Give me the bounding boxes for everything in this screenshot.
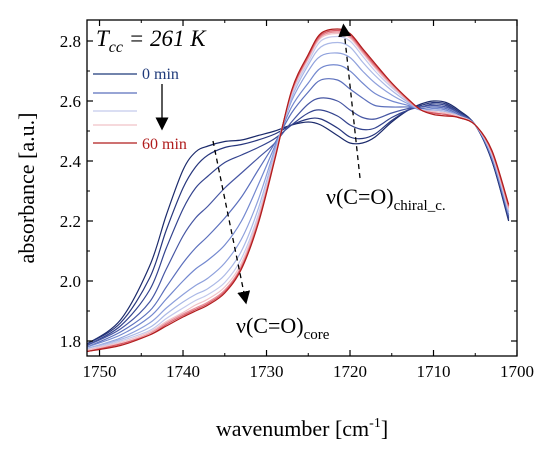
series-line-0 [87,100,510,345]
series-line-12 [87,28,510,353]
x-tick-label-3: 1720 [333,362,367,381]
annotation-core-label: ν(C=O)core [236,313,330,343]
annotation-core-arrow [212,140,251,305]
annotation-core-main: ν(C=O) [236,313,304,338]
x-tick-label-4: 1710 [417,362,451,381]
y-tick-label-5: 2.8 [60,32,81,51]
series-line-4 [87,78,510,348]
series-line-2 [87,103,510,347]
x-axis-title-main: wavenumber [cm [216,416,369,441]
y-tick-label-3: 2.4 [60,152,82,171]
y-axis-title: absorbance [a.u.] [14,113,39,264]
annotation-chiral-sub: chiral_c. [394,198,446,214]
series-layer [87,28,510,353]
title-sub: cc [109,39,123,56]
annotation-chiral-main: ν(C=O) [326,184,394,209]
series-line-3 [87,97,510,347]
x-tick-label-1: 1740 [166,362,200,381]
y-tick-label-4: 2.6 [60,92,81,111]
x-axis-title-end: ] [381,416,388,441]
legend: 0 min 60 min [93,66,187,153]
x-tick-label-0: 1750 [83,362,117,381]
series-line-7 [87,41,510,350]
x-tick-label-5: 1700 [500,362,534,381]
y-tick-label-1: 2.0 [60,272,81,291]
axes [86,19,518,357]
x-axis-title: wavenumber [cm-1] [216,416,388,441]
legend-label-end: 60 min [142,136,187,153]
tick-labels: 1750 1740 1730 1720 1710 1700 1.8 2.0 2.2 2.4 2.6 2… [60,32,534,381]
x-axis-title-sup: -1 [369,416,381,431]
y-tick-label-0: 1.8 [60,332,81,351]
y-tick-label-2: 2.2 [60,212,81,231]
annotation-core-sub: core [304,327,330,343]
plot-frame [86,19,518,357]
annotation-core: ν(C=O)core [212,140,330,343]
title-rest: = 261 K [123,26,207,51]
chart-title: Tcc = 261 K [96,26,207,56]
annotation-chiral: ν(C=O)chiral_c. [326,23,446,214]
legend-label-start: 0 min [142,66,179,83]
series-line-5 [87,64,510,348]
x-tick-label-2: 1730 [250,362,284,381]
series-line-9 [87,32,510,351]
series-line-11 [87,29,510,353]
annotation-chiral-arrow [338,23,361,179]
annotation-chiral-label: ν(C=O)chiral_c. [326,184,446,214]
title-main: T [96,26,111,51]
series-line-1 [87,101,510,345]
